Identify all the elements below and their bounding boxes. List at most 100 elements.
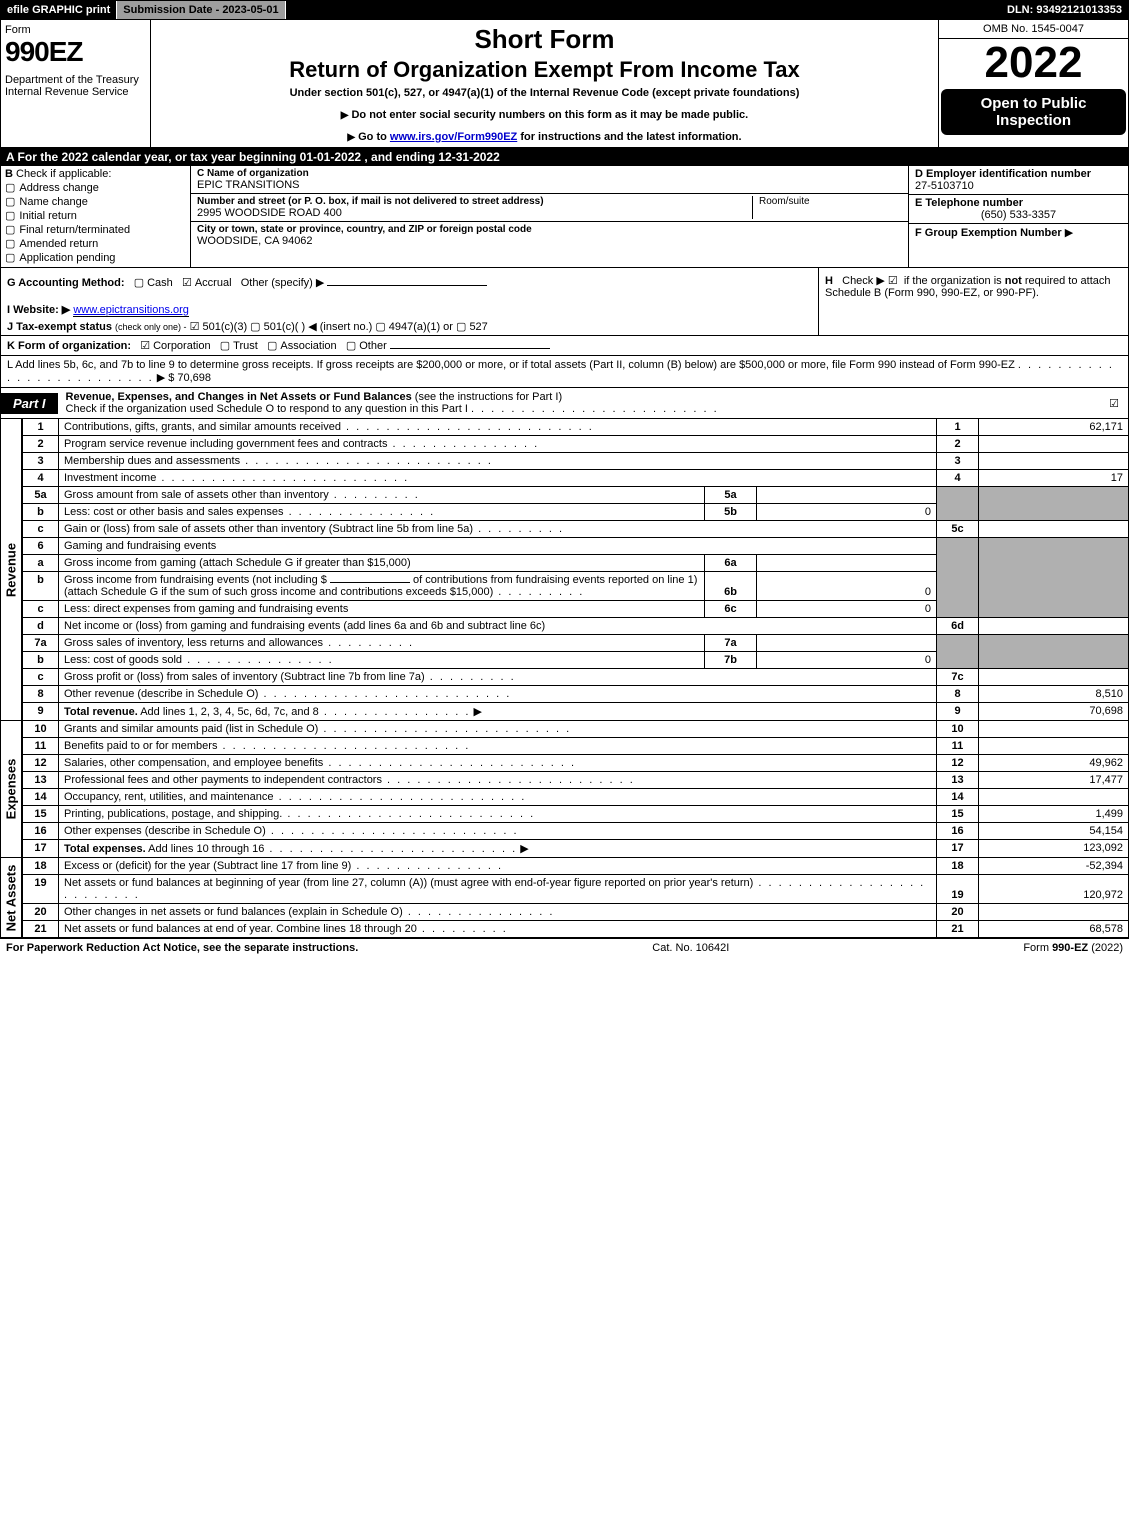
l13-num: 13: [23, 772, 59, 789]
l15-num: 15: [23, 806, 59, 823]
l5b-desc: Less: cost or other basis and sales expe…: [59, 504, 705, 521]
line-7c: cGross profit or (loss) from sales of in…: [23, 669, 1129, 686]
other-org-input[interactable]: [390, 348, 550, 349]
revenue-label: Revenue: [4, 542, 19, 596]
h-check-text: Check ▶: [842, 275, 885, 287]
l2-ln: 2: [937, 436, 979, 453]
topbar: efile GRAPHIC print Submission Date - 20…: [0, 0, 1129, 20]
l6b-desc: Gross income from fundraising events (no…: [59, 572, 705, 601]
website-link[interactable]: www.epictransitions.org: [73, 304, 189, 317]
l5c-desc: Gain or (loss) from sale of assets other…: [59, 521, 937, 538]
chk-association[interactable]: Association: [267, 340, 337, 352]
l12-num: 12: [23, 755, 59, 772]
l20-num: 20: [23, 904, 59, 921]
l19-amt: 120,972: [979, 875, 1129, 904]
line-12: 12Salaries, other compensation, and empl…: [23, 755, 1129, 772]
under-section: Under section 501(c), 527, or 4947(a)(1)…: [157, 87, 932, 99]
l17-amt: 123,092: [979, 840, 1129, 858]
l10-desc: Grants and similar amounts paid (list in…: [59, 721, 937, 738]
chk-name-change[interactable]: Name change: [5, 195, 186, 208]
chk-cash[interactable]: Cash: [134, 277, 173, 289]
l3-desc: Membership dues and assessments: [59, 453, 937, 470]
l6b-blank[interactable]: [330, 582, 410, 583]
line-1: 1Contributions, gifts, grants, and simil…: [23, 419, 1129, 436]
city-row: City or town, state or province, country…: [191, 222, 908, 249]
line-15: 15Printing, publications, postage, and s…: [23, 806, 1129, 823]
line-20: 20Other changes in net assets or fund ba…: [23, 904, 1129, 921]
l8-num: 8: [23, 686, 59, 703]
l16-ln: 16: [937, 823, 979, 840]
chk-amended-return[interactable]: Amended return: [5, 237, 186, 250]
efile-print[interactable]: efile GRAPHIC print: [1, 1, 117, 19]
goto-instructions: Go to www.irs.gov/Form990EZ for instruct…: [157, 131, 932, 143]
chk-trust[interactable]: Trust: [220, 340, 258, 352]
l5b-samt: 0: [757, 504, 937, 521]
chk-initial-return[interactable]: Initial return: [5, 209, 186, 222]
section-e: E Telephone number (650) 533-3357: [909, 195, 1128, 224]
l2-num: 2: [23, 436, 59, 453]
chk-final-return[interactable]: Final return/terminated: [5, 223, 186, 236]
l5-shade: [937, 487, 979, 521]
l7c-desc: Gross profit or (loss) from sales of inv…: [59, 669, 937, 686]
form-number: 990EZ: [5, 36, 146, 68]
chk-address-change[interactable]: Address change: [5, 181, 186, 194]
part1-subtitle: (see the instructions for Part I): [415, 391, 562, 403]
l6-shade-amt: [979, 538, 1129, 618]
l4-ln: 4: [937, 470, 979, 487]
l6a-sn: 6a: [705, 555, 757, 572]
l6-num: 6: [23, 538, 59, 555]
part1-checkbox[interactable]: [1109, 397, 1128, 410]
org-name-row: C Name of organization EPIC TRANSITIONS: [191, 166, 908, 194]
l13-ln: 13: [937, 772, 979, 789]
l12-desc: Salaries, other compensation, and employ…: [59, 755, 937, 772]
chk-527[interactable]: 527: [456, 321, 488, 333]
l6b-samt: 0: [757, 572, 937, 601]
part1-header: Part I Revenue, Expenses, and Changes in…: [0, 388, 1129, 419]
l7c-num: c: [23, 669, 59, 686]
chk-4947[interactable]: 4947(a)(1) or: [375, 321, 453, 333]
chk-application-pending[interactable]: Application pending: [5, 251, 186, 264]
footer-right-suffix: (2022): [1088, 942, 1123, 954]
other-specify-input[interactable]: [327, 285, 487, 286]
l6c-desc: Less: direct expenses from gaming and fu…: [59, 601, 705, 618]
l21-amt: 68,578: [979, 921, 1129, 938]
chk-other-org[interactable]: Other: [346, 340, 387, 352]
website-label: I Website: ▶: [7, 304, 70, 316]
l4-num: 4: [23, 470, 59, 487]
l2-amt: [979, 436, 1129, 453]
l20-ln: 20: [937, 904, 979, 921]
l5b-sn: 5b: [705, 504, 757, 521]
line-11: 11Benefits paid to or for members11: [23, 738, 1129, 755]
l6a-desc: Gross income from gaming (attach Schedul…: [59, 555, 705, 572]
section-c: C Name of organization EPIC TRANSITIONS …: [191, 166, 908, 267]
l5c-num: c: [23, 521, 59, 538]
chk-501c3[interactable]: 501(c)(3): [190, 321, 248, 333]
netassets-label: Net Assets: [4, 864, 19, 931]
l10-num: 10: [23, 721, 59, 738]
l6c-samt: 0: [757, 601, 937, 618]
line-16: 16Other expenses (describe in Schedule O…: [23, 823, 1129, 840]
l17-desc: Total expenses. Add lines 10 through 16 …: [59, 840, 937, 858]
chk-accrual[interactable]: Accrual: [182, 277, 232, 289]
group-exemption-label: F Group Exemption Number: [915, 227, 1062, 239]
open-public-badge: Open to Public Inspection: [941, 89, 1126, 135]
omb-number: OMB No. 1545-0047: [939, 20, 1128, 39]
group-exemption-arrow: ▶: [1065, 227, 1073, 239]
chk-schedule-b[interactable]: [888, 275, 901, 287]
goto-suffix: for instructions and the latest informat…: [520, 131, 741, 143]
l7b-sn: 7b: [705, 652, 757, 669]
chk-501c[interactable]: 501(c)( ): [250, 321, 305, 333]
chk-corporation[interactable]: Corporation: [140, 340, 210, 352]
section-k: K Form of organization: Corporation Trus…: [0, 336, 1129, 356]
l7c-amt: [979, 669, 1129, 686]
irs-link[interactable]: www.irs.gov/Form990EZ: [390, 131, 517, 143]
insert-no: (insert no.): [320, 321, 373, 333]
l10-amt: [979, 721, 1129, 738]
l9-num: 9: [23, 703, 59, 721]
l6c-sn: 6c: [705, 601, 757, 618]
l18-num: 18: [23, 858, 59, 875]
revenue-sidebar: Revenue: [0, 419, 22, 721]
ein-value: 27-5103710: [915, 180, 1122, 192]
l19-desc: Net assets or fund balances at beginning…: [59, 875, 937, 904]
check-if-applicable: Check if applicable:: [16, 168, 111, 180]
